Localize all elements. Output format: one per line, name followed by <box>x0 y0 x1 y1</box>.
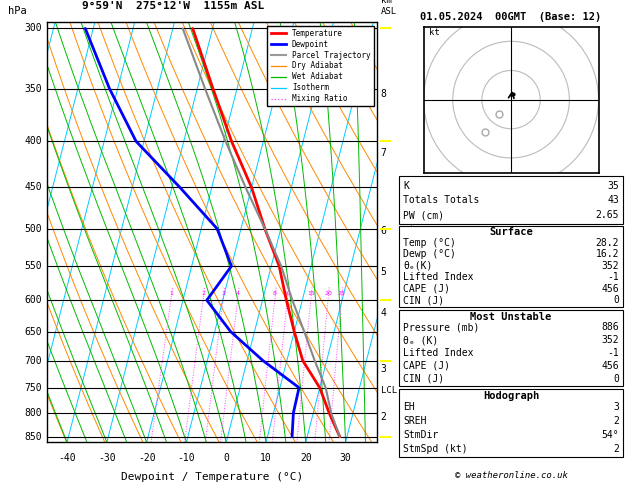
Text: 10: 10 <box>284 291 291 296</box>
Text: Temp (°C): Temp (°C) <box>403 238 456 247</box>
Text: -1: -1 <box>607 348 619 358</box>
Text: -20: -20 <box>138 453 155 463</box>
Text: 2.65: 2.65 <box>596 210 619 220</box>
Text: 0: 0 <box>223 453 229 463</box>
Text: 10: 10 <box>260 453 272 463</box>
Text: CAPE (J): CAPE (J) <box>403 283 450 294</box>
Text: 352: 352 <box>601 335 619 345</box>
Text: 3: 3 <box>221 291 225 296</box>
Text: LCL: LCL <box>381 386 397 395</box>
Text: 54°: 54° <box>601 430 619 440</box>
Text: kt: kt <box>430 29 440 37</box>
Text: Hodograph: Hodograph <box>483 391 539 401</box>
Text: 15: 15 <box>307 291 315 296</box>
Text: 9°59'N  275°12'W  1155m ASL: 9°59'N 275°12'W 1155m ASL <box>82 1 264 11</box>
Text: Mixing Ratio (g/kg): Mixing Ratio (g/kg) <box>406 181 415 283</box>
Text: 30: 30 <box>340 453 352 463</box>
Text: 8: 8 <box>273 291 277 296</box>
Text: 20: 20 <box>300 453 311 463</box>
Text: EH: EH <box>403 402 415 412</box>
Legend: Temperature, Dewpoint, Parcel Trajectory, Dry Adiabat, Wet Adiabat, Isotherm, Mi: Temperature, Dewpoint, Parcel Trajectory… <box>267 26 374 106</box>
Text: 2: 2 <box>613 444 619 453</box>
Text: 750: 750 <box>25 382 42 393</box>
Text: CAPE (J): CAPE (J) <box>403 361 450 371</box>
Text: 1: 1 <box>169 291 173 296</box>
Text: 2: 2 <box>201 291 205 296</box>
Text: θₑ(K): θₑ(K) <box>403 260 433 271</box>
Text: 700: 700 <box>25 356 42 365</box>
Text: Totals Totals: Totals Totals <box>403 195 479 206</box>
Text: CIN (J): CIN (J) <box>403 374 444 383</box>
Text: 300: 300 <box>25 23 42 34</box>
Text: hPa: hPa <box>8 5 27 16</box>
Text: CIN (J): CIN (J) <box>403 295 444 305</box>
Text: 600: 600 <box>25 295 42 305</box>
Text: 01.05.2024  00GMT  (Base: 12): 01.05.2024 00GMT (Base: 12) <box>420 12 602 22</box>
Text: 0: 0 <box>613 374 619 383</box>
Text: Most Unstable: Most Unstable <box>470 312 552 322</box>
Text: 6: 6 <box>381 226 387 236</box>
Text: StmDir: StmDir <box>403 430 438 440</box>
Text: 550: 550 <box>25 261 42 271</box>
Text: © weatheronline.co.uk: © weatheronline.co.uk <box>455 471 567 480</box>
Text: km
ASL: km ASL <box>381 0 397 16</box>
Text: 2: 2 <box>613 416 619 426</box>
Text: 350: 350 <box>25 84 42 94</box>
Text: 0: 0 <box>613 295 619 305</box>
Text: 456: 456 <box>601 283 619 294</box>
Text: 886: 886 <box>601 322 619 332</box>
Text: 2: 2 <box>381 412 387 422</box>
Text: θₑ (K): θₑ (K) <box>403 335 438 345</box>
Text: 8: 8 <box>381 89 387 100</box>
Text: 4: 4 <box>236 291 240 296</box>
Text: Pressure (mb): Pressure (mb) <box>403 322 479 332</box>
Text: K: K <box>403 181 409 191</box>
Text: SREH: SREH <box>403 416 426 426</box>
Text: 800: 800 <box>25 408 42 418</box>
Text: -40: -40 <box>58 453 76 463</box>
Text: 4: 4 <box>381 308 387 318</box>
Text: Dewpoint / Temperature (°C): Dewpoint / Temperature (°C) <box>121 472 303 482</box>
Text: Dewp (°C): Dewp (°C) <box>403 249 456 259</box>
Text: 456: 456 <box>601 361 619 371</box>
Text: StmSpd (kt): StmSpd (kt) <box>403 444 468 453</box>
Text: -1: -1 <box>607 272 619 282</box>
Text: -30: -30 <box>98 453 116 463</box>
Text: 5: 5 <box>381 267 387 277</box>
Text: Lifted Index: Lifted Index <box>403 348 474 358</box>
Text: 500: 500 <box>25 224 42 234</box>
Text: Lifted Index: Lifted Index <box>403 272 474 282</box>
Text: 35: 35 <box>607 181 619 191</box>
Text: Surface: Surface <box>489 227 533 238</box>
Text: 43: 43 <box>607 195 619 206</box>
Text: 3: 3 <box>381 364 387 374</box>
Text: 850: 850 <box>25 432 42 442</box>
Text: 7: 7 <box>381 148 387 158</box>
Text: 28.2: 28.2 <box>596 238 619 247</box>
Text: 450: 450 <box>25 182 42 192</box>
Text: -10: -10 <box>177 453 195 463</box>
Text: 352: 352 <box>601 260 619 271</box>
Text: 400: 400 <box>25 136 42 146</box>
Text: 650: 650 <box>25 327 42 337</box>
Text: 20: 20 <box>324 291 332 296</box>
Text: 16.2: 16.2 <box>596 249 619 259</box>
Text: 3: 3 <box>613 402 619 412</box>
Text: 25: 25 <box>338 291 346 296</box>
Text: PW (cm): PW (cm) <box>403 210 444 220</box>
